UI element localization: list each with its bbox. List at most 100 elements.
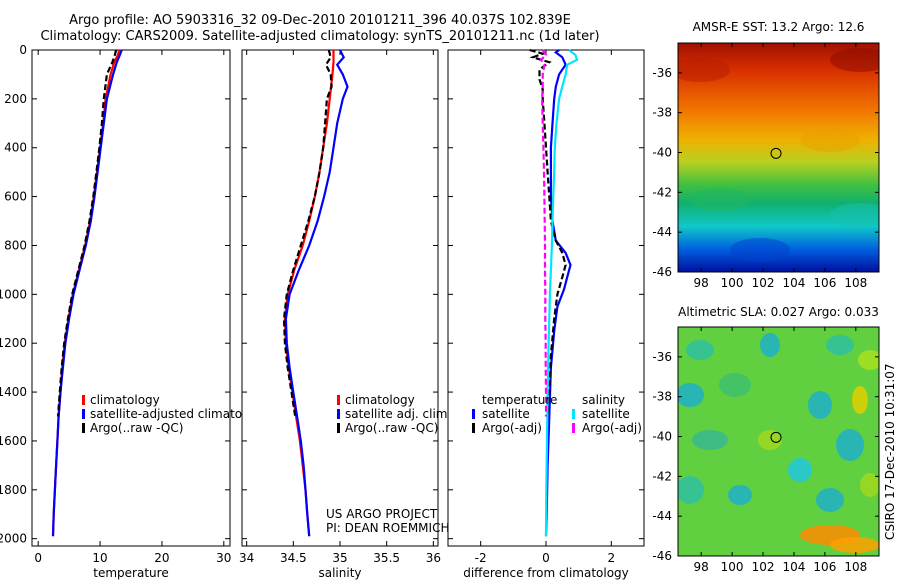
map-x-tick-label: 98	[694, 276, 709, 290]
map-x-tick-label: 102	[752, 560, 775, 574]
map-y-tick-label: -46	[652, 265, 672, 279]
sla-anomaly	[728, 485, 752, 505]
map-x-tick-label: 100	[721, 276, 744, 290]
legend-swatch	[572, 409, 575, 419]
sst-texture	[830, 48, 879, 72]
y-tick-label: 1200	[0, 336, 27, 350]
sla-anomaly	[808, 391, 832, 419]
sla-anomaly	[826, 335, 854, 355]
argo-location-marker	[770, 147, 782, 159]
sst-texture	[678, 58, 730, 82]
x-tick-label: 35	[332, 551, 347, 565]
x-tick-label: 34	[239, 551, 254, 565]
map-title: AMSR-E SST: 13.2 Argo: 12.6	[693, 20, 865, 34]
sla-anomaly	[719, 373, 751, 397]
y-tick-label: 1400	[0, 385, 27, 399]
sla-anomaly	[816, 488, 844, 512]
map-y-tick-label: -36	[652, 350, 672, 364]
sla-anomaly	[858, 350, 879, 370]
sst-texture	[800, 128, 860, 152]
legend-swatch	[472, 423, 475, 433]
sla-anomaly	[830, 537, 879, 553]
csiro-stamp: CSIRO 17-Dec-2010 10:31:07	[883, 363, 897, 540]
map-x-tick-label: 100	[721, 560, 744, 574]
map-x-tick-label: 104	[783, 276, 806, 290]
sla-anomaly	[860, 473, 879, 497]
sst-texture	[730, 238, 790, 262]
map-y-tick-label: -44	[652, 225, 672, 239]
sla-anomaly	[836, 429, 864, 461]
legend-swatch	[337, 409, 340, 419]
y-tick-label: 2000	[0, 532, 27, 546]
map-x-tick-label: 108	[844, 276, 867, 290]
series-line	[282, 49, 333, 417]
x-tick-label: 2	[608, 551, 616, 565]
legend-swatch	[337, 395, 340, 405]
series-line	[56, 49, 118, 417]
x-tick-label: 0	[542, 551, 550, 565]
sla-anomaly	[678, 476, 704, 504]
sst-texture	[830, 203, 879, 227]
sla-anomaly	[678, 383, 704, 407]
panel-1-frame	[31, 49, 231, 547]
map-y-tick-label: -36	[652, 66, 672, 80]
legend-label: satellite	[582, 407, 630, 421]
map-x-tick-label: 106	[813, 560, 836, 574]
series-line	[539, 49, 548, 417]
project-annotation: PI: DEAN ROEMMICH	[326, 521, 449, 535]
sla-anomaly	[852, 386, 868, 414]
figure-title-line2: Climatology: CARS2009. Satellite-adjuste…	[40, 29, 600, 44]
x-tick-label: 35.5	[373, 551, 400, 565]
legend-swatch	[472, 409, 475, 419]
legend-label: satellite adj. clim.	[345, 407, 451, 421]
sla-anomaly	[760, 333, 780, 357]
x-axis-label: salinity	[318, 566, 361, 580]
x-tick-label: -2	[475, 551, 487, 565]
series-line	[544, 49, 579, 537]
legend-label: Argo(..raw -QC)	[345, 421, 438, 435]
map-y-tick-label: -44	[652, 509, 672, 523]
sst-texture	[690, 188, 750, 212]
x-tick-label: 30	[216, 551, 231, 565]
map-title: Altimetric SLA: 0.027 Argo: 0.033	[678, 305, 879, 319]
legend-label: satellite-adjusted climatolog	[90, 407, 260, 421]
project-annotation: US ARGO PROJECT	[326, 507, 438, 521]
y-tick-label: 1600	[0, 434, 27, 448]
map-x-tick-label: 102	[752, 276, 775, 290]
map-y-tick-label: -40	[652, 146, 672, 160]
legend-label: Argo(..raw -QC)	[90, 421, 183, 435]
map-y-tick-label: -42	[652, 469, 672, 483]
figure-title-line1: Argo profile: AO 5903316_32 09-Dec-2010 …	[69, 13, 571, 28]
sla-anomaly	[692, 430, 728, 450]
x-tick-label: 0	[34, 551, 42, 565]
sla-anomaly	[788, 458, 812, 482]
map-x-tick-label: 108	[844, 560, 867, 574]
y-tick-label: 200	[4, 92, 27, 106]
legend-swatch	[337, 423, 340, 433]
map-y-tick-label: -38	[652, 106, 672, 120]
legend-swatch	[82, 395, 85, 405]
legend-swatch	[82, 423, 85, 433]
x-tick-label: 34.5	[280, 551, 307, 565]
map-image	[678, 43, 879, 272]
legend-label: Argo(-adj)	[582, 421, 642, 435]
legend-label: climatology	[345, 393, 415, 407]
legend-label: satellite	[482, 407, 530, 421]
y-tick-label: 800	[4, 238, 27, 252]
y-tick-label: 600	[4, 190, 27, 204]
x-tick-label: 20	[154, 551, 169, 565]
series-line	[284, 49, 349, 537]
legend-group-title: salinity	[582, 393, 625, 407]
map-x-tick-label: 106	[813, 276, 836, 290]
y-tick-label: 1800	[0, 483, 27, 497]
legend-swatch	[572, 423, 575, 433]
map-x-tick-label: 98	[694, 560, 709, 574]
map-frame	[677, 42, 880, 273]
x-axis-label: difference from climatology	[463, 566, 629, 580]
y-tick-label: 0	[19, 43, 27, 57]
map-y-tick-label: -40	[652, 430, 672, 444]
x-axis-label: temperature	[93, 566, 168, 580]
legend-swatch	[82, 409, 85, 419]
panel-2-frame	[241, 49, 439, 547]
